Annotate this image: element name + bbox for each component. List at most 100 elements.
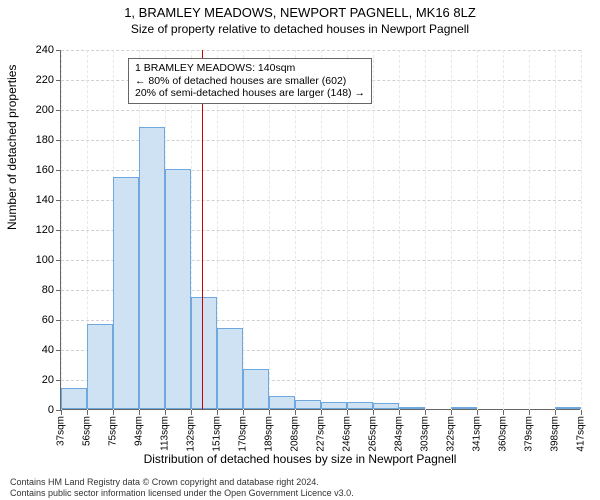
y-tick-label: 180 xyxy=(24,134,54,146)
x-gridline xyxy=(269,50,270,410)
chart-title-line2: Size of property relative to detached ho… xyxy=(0,20,600,36)
x-tick-mark xyxy=(113,410,114,415)
x-tick-mark xyxy=(581,410,582,415)
y-tick-label: 160 xyxy=(24,164,54,176)
x-tick-label: 170sqm xyxy=(238,416,249,452)
histogram-bar xyxy=(269,396,295,410)
histogram-bar xyxy=(191,297,217,410)
x-tick-mark xyxy=(217,410,218,415)
x-tick-mark xyxy=(347,410,348,415)
x-axis-label: Distribution of detached houses by size … xyxy=(0,452,600,466)
histogram-bar xyxy=(139,127,165,409)
y-tick-label: 200 xyxy=(24,104,54,116)
x-gridline xyxy=(425,50,426,410)
chart-area: 37sqm56sqm75sqm94sqm113sqm132sqm151sqm17… xyxy=(60,50,580,410)
x-gridline xyxy=(451,50,452,410)
x-tick-mark xyxy=(165,410,166,415)
chart-title-line1: 1, BRAMLEY MEADOWS, NEWPORT PAGNELL, MK1… xyxy=(0,0,600,20)
histogram-bar xyxy=(113,177,139,410)
x-tick-label: 189sqm xyxy=(264,416,275,452)
x-tick-mark xyxy=(295,410,296,415)
y-tick-label: 60 xyxy=(24,314,54,326)
y-tick-label: 220 xyxy=(24,74,54,86)
x-gridline xyxy=(503,50,504,410)
y-tick-label: 100 xyxy=(24,254,54,266)
y-tick-label: 80 xyxy=(24,284,54,296)
x-tick-mark xyxy=(191,410,192,415)
x-tick-mark xyxy=(451,410,452,415)
annotation-line3: 20% of semi-detached houses are larger (… xyxy=(135,87,365,100)
x-tick-label: 417sqm xyxy=(576,416,587,452)
histogram-bar xyxy=(243,369,269,410)
x-tick-label: 227sqm xyxy=(316,416,327,452)
histogram-bar xyxy=(451,407,477,409)
x-tick-label: 75sqm xyxy=(108,416,119,446)
histogram-bar xyxy=(399,407,425,409)
x-gridline xyxy=(555,50,556,410)
x-tick-label: 113sqm xyxy=(160,416,171,451)
x-tick-mark xyxy=(321,410,322,415)
x-tick-label: 208sqm xyxy=(290,416,301,452)
x-tick-mark xyxy=(243,410,244,415)
x-tick-label: 379sqm xyxy=(524,416,535,452)
y-tick-label: 140 xyxy=(24,194,54,206)
x-tick-mark xyxy=(503,410,504,415)
y-axis-label: Number of detached properties xyxy=(5,65,19,230)
attribution-line1: Contains HM Land Registry data © Crown c… xyxy=(10,477,600,487)
x-tick-mark xyxy=(425,410,426,415)
x-gridline xyxy=(477,50,478,410)
x-tick-label: 398sqm xyxy=(550,416,561,452)
x-tick-label: 56sqm xyxy=(82,416,93,446)
annotation-box: 1 BRAMLEY MEADOWS: 140sqm ← 80% of detac… xyxy=(128,58,372,104)
y-tick-label: 40 xyxy=(24,344,54,356)
x-tick-mark xyxy=(61,410,62,415)
histogram-bar xyxy=(217,328,243,409)
plot-region: 37sqm56sqm75sqm94sqm113sqm132sqm151sqm17… xyxy=(60,50,580,410)
reference-line xyxy=(202,50,203,409)
x-tick-label: 284sqm xyxy=(394,416,405,452)
histogram-bar xyxy=(61,388,87,409)
x-tick-label: 246sqm xyxy=(342,416,353,452)
x-tick-mark xyxy=(87,410,88,415)
x-gridline xyxy=(399,50,400,410)
x-tick-mark xyxy=(555,410,556,415)
x-tick-mark xyxy=(139,410,140,415)
x-tick-mark xyxy=(477,410,478,415)
histogram-bar xyxy=(295,400,321,409)
x-tick-mark xyxy=(399,410,400,415)
y-tick-label: 0 xyxy=(24,404,54,416)
histogram-bar xyxy=(165,169,191,409)
y-tick-label: 120 xyxy=(24,224,54,236)
x-tick-label: 94sqm xyxy=(134,416,145,446)
x-tick-label: 360sqm xyxy=(498,416,509,452)
x-tick-mark xyxy=(529,410,530,415)
histogram-bar xyxy=(321,402,347,410)
x-tick-mark xyxy=(373,410,374,415)
y-tick-label: 20 xyxy=(24,374,54,386)
x-gridline xyxy=(61,50,62,410)
histogram-bar xyxy=(347,402,373,410)
annotation-line2: ← 80% of detached houses are smaller (60… xyxy=(135,75,365,88)
x-tick-label: 265sqm xyxy=(368,416,379,452)
histogram-bar xyxy=(373,403,399,409)
x-gridline xyxy=(581,50,582,410)
histogram-bar xyxy=(555,407,581,409)
annotation-line1: 1 BRAMLEY MEADOWS: 140sqm xyxy=(135,62,365,75)
attribution-line2: Contains public sector information licen… xyxy=(10,488,600,498)
x-tick-mark xyxy=(269,410,270,415)
x-tick-label: 151sqm xyxy=(212,416,223,452)
x-tick-label: 37sqm xyxy=(56,416,67,446)
x-tick-label: 132sqm xyxy=(186,416,197,452)
x-tick-label: 303sqm xyxy=(420,416,431,452)
x-gridline xyxy=(243,50,244,410)
y-tick-label: 240 xyxy=(24,44,54,56)
x-tick-label: 341sqm xyxy=(472,416,483,452)
x-gridline xyxy=(321,50,322,410)
x-gridline xyxy=(373,50,374,410)
histogram-bar xyxy=(87,324,113,410)
x-gridline xyxy=(529,50,530,410)
x-gridline xyxy=(295,50,296,410)
x-gridline xyxy=(347,50,348,410)
x-tick-label: 322sqm xyxy=(446,416,457,452)
attribution: Contains HM Land Registry data © Crown c… xyxy=(0,477,600,498)
